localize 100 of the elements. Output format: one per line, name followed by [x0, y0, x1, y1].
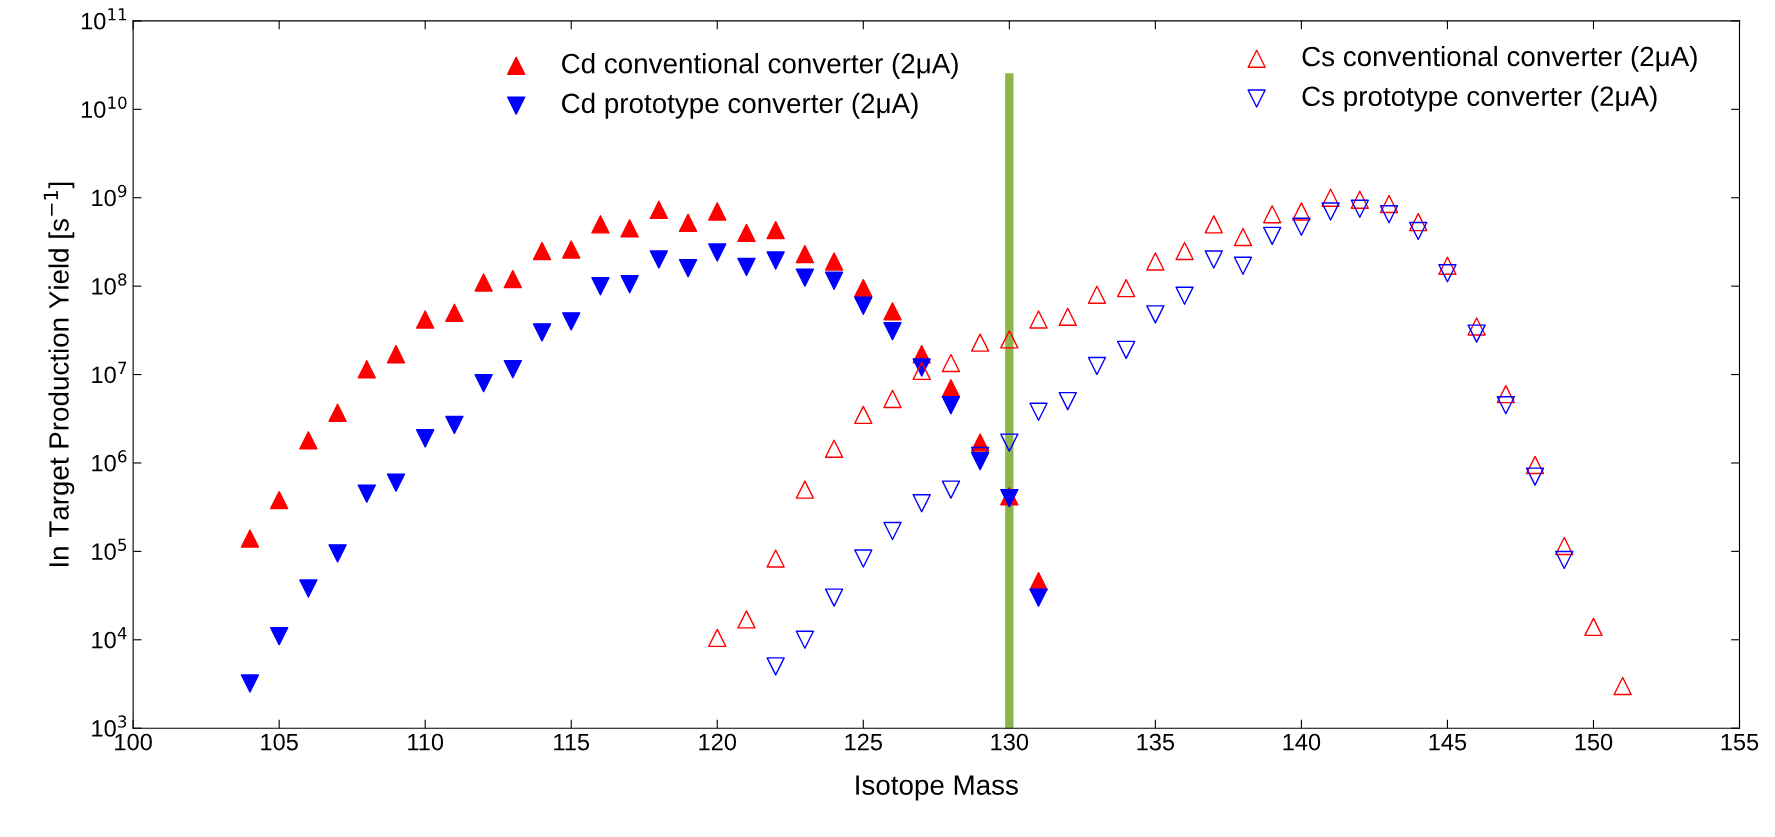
point	[737, 223, 756, 243]
point	[941, 396, 961, 415]
point	[415, 429, 435, 448]
x-tick-label: 120	[699, 733, 737, 751]
point	[737, 257, 756, 277]
point	[824, 588, 844, 607]
point	[445, 303, 464, 322]
x-tick-label: 155	[1721, 733, 1759, 751]
point	[678, 258, 698, 278]
point	[649, 250, 669, 269]
point	[299, 431, 318, 450]
point	[1233, 256, 1253, 275]
point	[795, 244, 815, 264]
x-tick-label: 135	[1137, 733, 1175, 751]
point	[854, 296, 873, 315]
point	[1087, 285, 1107, 304]
point	[883, 389, 902, 409]
point	[1058, 391, 1077, 411]
point	[708, 628, 727, 648]
point	[562, 240, 581, 259]
point	[824, 439, 844, 458]
point	[474, 373, 493, 393]
point	[532, 323, 552, 342]
point	[883, 521, 902, 541]
point	[269, 626, 289, 646]
legend-label: Cd prototype converter (2μA)	[562, 92, 918, 119]
point	[941, 353, 961, 373]
x-tick-label: 125	[845, 733, 882, 751]
y-tick-label: 10$^{4}$	[92, 627, 127, 649]
point	[1438, 256, 1457, 275]
point	[299, 579, 318, 598]
point	[1379, 194, 1399, 214]
point	[766, 549, 785, 568]
point	[357, 359, 376, 379]
point	[1000, 330, 1019, 349]
point	[1409, 221, 1428, 241]
point	[328, 403, 347, 422]
point	[883, 302, 902, 321]
point	[1204, 250, 1223, 269]
point	[912, 494, 931, 513]
point	[240, 529, 260, 548]
point	[912, 361, 931, 381]
x-axis-title: Isotope Mass	[856, 775, 1018, 801]
x-tick-label: 130	[991, 733, 1029, 751]
point	[766, 657, 785, 676]
point	[620, 219, 639, 238]
point	[854, 278, 873, 298]
point	[328, 544, 347, 563]
point	[269, 490, 289, 510]
point	[1262, 226, 1282, 246]
point	[649, 200, 669, 220]
point	[1409, 212, 1428, 232]
point	[970, 333, 990, 352]
point	[1146, 305, 1165, 324]
point	[386, 473, 406, 492]
x-tick-label: 110	[408, 733, 444, 751]
point	[1262, 205, 1282, 224]
point	[766, 220, 785, 240]
point	[1029, 402, 1048, 421]
point	[1496, 384, 1516, 404]
x-tick-label: 145	[1429, 733, 1467, 751]
point	[503, 269, 523, 289]
point	[737, 610, 756, 629]
point	[620, 275, 639, 294]
point	[562, 312, 581, 331]
point	[1321, 202, 1340, 221]
y-tick-label: 10$^{5}$	[92, 538, 127, 560]
point	[941, 480, 961, 499]
point	[1058, 307, 1077, 327]
point	[708, 202, 727, 221]
point	[824, 271, 844, 290]
point	[766, 251, 785, 270]
point	[1292, 217, 1311, 236]
point	[1555, 536, 1574, 556]
point	[678, 213, 698, 233]
point	[1525, 467, 1545, 486]
point	[415, 310, 435, 329]
point	[1350, 190, 1370, 209]
point	[591, 215, 610, 234]
point	[1116, 340, 1136, 360]
point	[1613, 676, 1632, 696]
point	[1555, 550, 1574, 570]
point	[708, 243, 727, 262]
point	[357, 484, 376, 503]
point	[1175, 286, 1194, 305]
point	[1175, 241, 1194, 261]
point	[474, 273, 493, 292]
point	[445, 415, 464, 435]
y-tick-label: 10$^{8}$	[92, 273, 127, 295]
point	[386, 344, 406, 364]
x-tick-label: 150	[1575, 733, 1613, 751]
legend-label: Cs prototype converter (2μA)	[1302, 85, 1657, 112]
point	[1379, 205, 1399, 224]
y-tick-label: 10$^{9}$	[92, 184, 127, 207]
x-tick-label: 115	[554, 733, 590, 751]
point	[1467, 317, 1486, 336]
point	[795, 630, 815, 649]
point	[1233, 227, 1253, 247]
point	[1292, 202, 1311, 221]
point	[1496, 396, 1516, 415]
